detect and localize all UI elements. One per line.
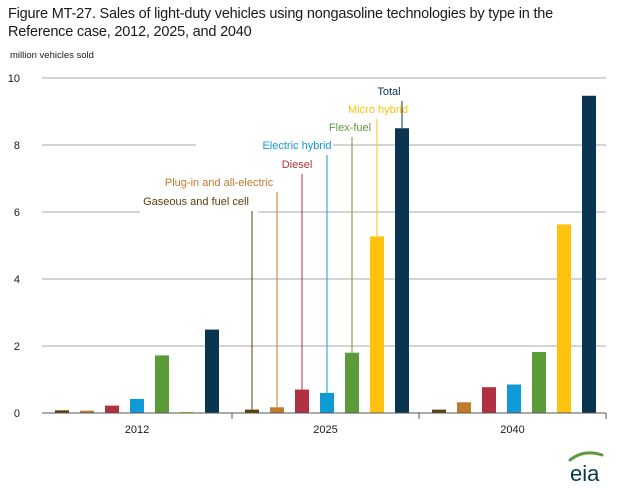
bar-0-2 xyxy=(105,405,119,413)
bar-0-6 xyxy=(205,329,219,413)
y-tick-label-2: 2 xyxy=(14,341,20,353)
bar-2-4 xyxy=(532,352,546,413)
bar-0-1 xyxy=(80,410,94,413)
bar-0-4 xyxy=(155,355,169,413)
series-label-3: Electric hybrid xyxy=(262,140,331,152)
bar-1-3 xyxy=(320,392,334,413)
eia-logo: eia xyxy=(566,451,610,486)
bar-2-1 xyxy=(457,402,471,413)
series-label-1: Plug-in and all-electric xyxy=(165,177,274,189)
bar-1-5 xyxy=(370,236,384,413)
bar-0-5 xyxy=(180,411,194,413)
chart-title: Figure MT-27. Sales of light-duty vehicl… xyxy=(8,6,554,40)
series-label-5: Micro hybrid xyxy=(348,104,408,116)
bar-1-4 xyxy=(345,352,359,413)
bar-0-3 xyxy=(130,398,144,413)
bar-2-6 xyxy=(582,95,596,413)
x-category-label-2040: 2040 xyxy=(500,424,524,436)
bar-1-2 xyxy=(295,389,309,413)
y-tick-label-6: 6 xyxy=(14,207,20,219)
series-label-2: Diesel xyxy=(282,159,313,171)
y-tick-label-0: 0 xyxy=(14,408,20,420)
bar-2-0 xyxy=(432,409,446,413)
bar-2-2 xyxy=(482,387,496,413)
x-category-label-2025: 2025 xyxy=(313,424,337,436)
series-label-0: Gaseous and fuel cell xyxy=(143,196,249,208)
bar-1-6 xyxy=(395,128,409,413)
y-tick-label-8: 8 xyxy=(14,140,20,152)
x-category-label-2012: 2012 xyxy=(125,424,149,436)
svg-text:eia: eia xyxy=(570,461,600,485)
y-tick-label-4: 4 xyxy=(14,274,20,286)
bar-1-0 xyxy=(245,409,259,413)
bar-1-1 xyxy=(270,407,284,413)
bar-2-3 xyxy=(507,384,521,413)
y-tick-label-10: 10 xyxy=(8,73,20,85)
bar-2-5 xyxy=(557,224,571,413)
series-label-6: Total xyxy=(377,86,400,98)
bar-0-0 xyxy=(55,410,69,413)
y-axis-unit-label: million vehicles sold xyxy=(10,50,94,61)
series-label-4: Flex-fuel xyxy=(329,122,371,134)
